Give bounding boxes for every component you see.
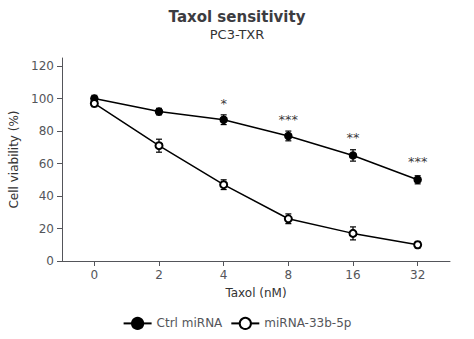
svg-text:16: 16 <box>345 268 360 282</box>
svg-text:Taxol sensitivity: Taxol sensitivity <box>169 8 306 26</box>
svg-text:80: 80 <box>39 124 54 138</box>
svg-text:8: 8 <box>285 268 293 282</box>
svg-text:100: 100 <box>31 92 54 106</box>
svg-text:32: 32 <box>410 268 425 282</box>
svg-text:Taxol (nM): Taxol (nM) <box>224 286 286 300</box>
svg-text:20: 20 <box>39 222 54 236</box>
svg-text:miRNA-33b-5p: miRNA-33b-5p <box>264 316 351 330</box>
svg-text:*: * <box>220 96 227 111</box>
svg-text:120: 120 <box>31 59 54 73</box>
svg-text:0: 0 <box>46 254 54 268</box>
svg-text:40: 40 <box>39 189 54 203</box>
svg-text:***: *** <box>408 154 428 169</box>
svg-text:0: 0 <box>91 268 99 282</box>
svg-text:4: 4 <box>220 268 228 282</box>
svg-text:2: 2 <box>155 268 163 282</box>
svg-text:Cell viability (%): Cell viability (%) <box>7 110 21 208</box>
svg-text:PC3-TXR: PC3-TXR <box>210 27 265 42</box>
svg-text:60: 60 <box>39 157 54 171</box>
svg-text:Ctrl miRNA: Ctrl miRNA <box>157 316 224 330</box>
svg-text:**: ** <box>347 130 361 145</box>
svg-text:***: *** <box>279 112 299 127</box>
